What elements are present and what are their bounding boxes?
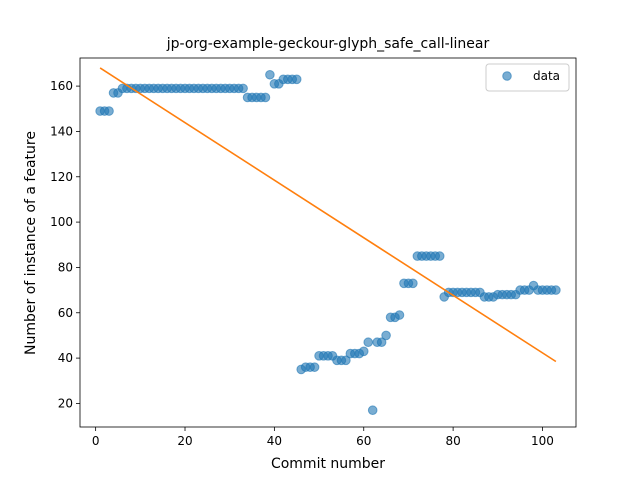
y-tick-label: 40 bbox=[58, 351, 73, 365]
data-point bbox=[551, 285, 561, 295]
x-tick-label: 80 bbox=[445, 434, 460, 448]
x-tick-label: 60 bbox=[356, 434, 371, 448]
y-tick-label: 140 bbox=[50, 124, 73, 138]
y-tick-label: 160 bbox=[50, 79, 73, 93]
legend-box bbox=[485, 63, 570, 92]
y-tick-label: 120 bbox=[50, 170, 73, 184]
data-point bbox=[363, 337, 374, 348]
y-tick-label: 20 bbox=[58, 396, 73, 410]
legend-marker bbox=[502, 71, 512, 81]
data-point bbox=[381, 330, 391, 341]
data-point bbox=[408, 278, 418, 289]
y-axis-label: Number of instance of a feature bbox=[23, 131, 39, 355]
data-point bbox=[104, 106, 114, 116]
y-tick-label: 80 bbox=[58, 260, 73, 274]
data-point bbox=[376, 337, 387, 348]
x-tick-label: 20 bbox=[177, 434, 192, 448]
y-tick-label: 60 bbox=[58, 306, 73, 320]
data-point bbox=[341, 355, 351, 366]
x-tick-label: 40 bbox=[267, 434, 282, 448]
plot-layer bbox=[95, 67, 561, 416]
data-point bbox=[260, 92, 271, 103]
data-point bbox=[238, 83, 248, 94]
legend-label: data bbox=[533, 69, 560, 83]
legend: data bbox=[485, 63, 570, 92]
data-point bbox=[309, 362, 320, 372]
x-tick-label: 100 bbox=[531, 434, 554, 448]
data-point bbox=[265, 69, 275, 80]
x-axis-label: Commit number bbox=[271, 456, 385, 472]
trend-line bbox=[99, 67, 557, 363]
data-point bbox=[394, 310, 405, 320]
axes-frame bbox=[79, 57, 577, 428]
chart-title: jp-org-example-geckour-glyph_safe_call-l… bbox=[166, 36, 490, 52]
data-point bbox=[358, 346, 369, 357]
y-axis-ticks: 20 40 60 80 100 120 140 160 bbox=[50, 79, 80, 410]
x-axis-ticks: 0 20 40 60 80 100 bbox=[92, 427, 554, 448]
y-tick-label: 100 bbox=[50, 215, 73, 229]
data-point bbox=[291, 74, 302, 85]
data-point bbox=[434, 251, 445, 261]
data-point bbox=[367, 405, 378, 416]
x-tick-label: 0 bbox=[92, 434, 100, 448]
